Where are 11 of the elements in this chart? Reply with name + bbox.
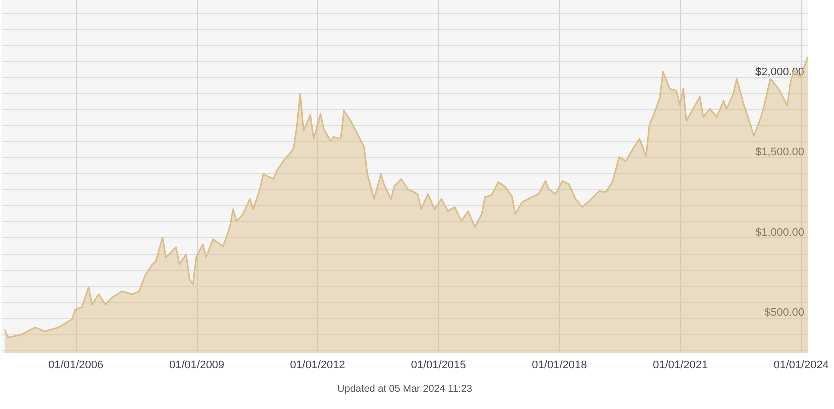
text: Updated at 05 Mar 2024 11:23 [338,384,473,395]
x-tick-label: 01/01/2018 [532,360,588,372]
y-tick-label: $1,000.00 [756,226,804,239]
x-tick-label: 01/01/2006 [48,360,104,372]
y-tick-label: $500.00 [764,307,804,320]
x-tick-label: 01/01/2012 [290,360,346,372]
x-tick-label: 01/01/2021 [653,360,708,372]
x-tick-label: 01/01/2009 [169,360,225,372]
y-tick-label: $1,500.00 [756,146,804,159]
x-tick-label: 01/01/2015 [411,360,466,372]
x-tick-label: 01/01/2024 [774,360,829,372]
